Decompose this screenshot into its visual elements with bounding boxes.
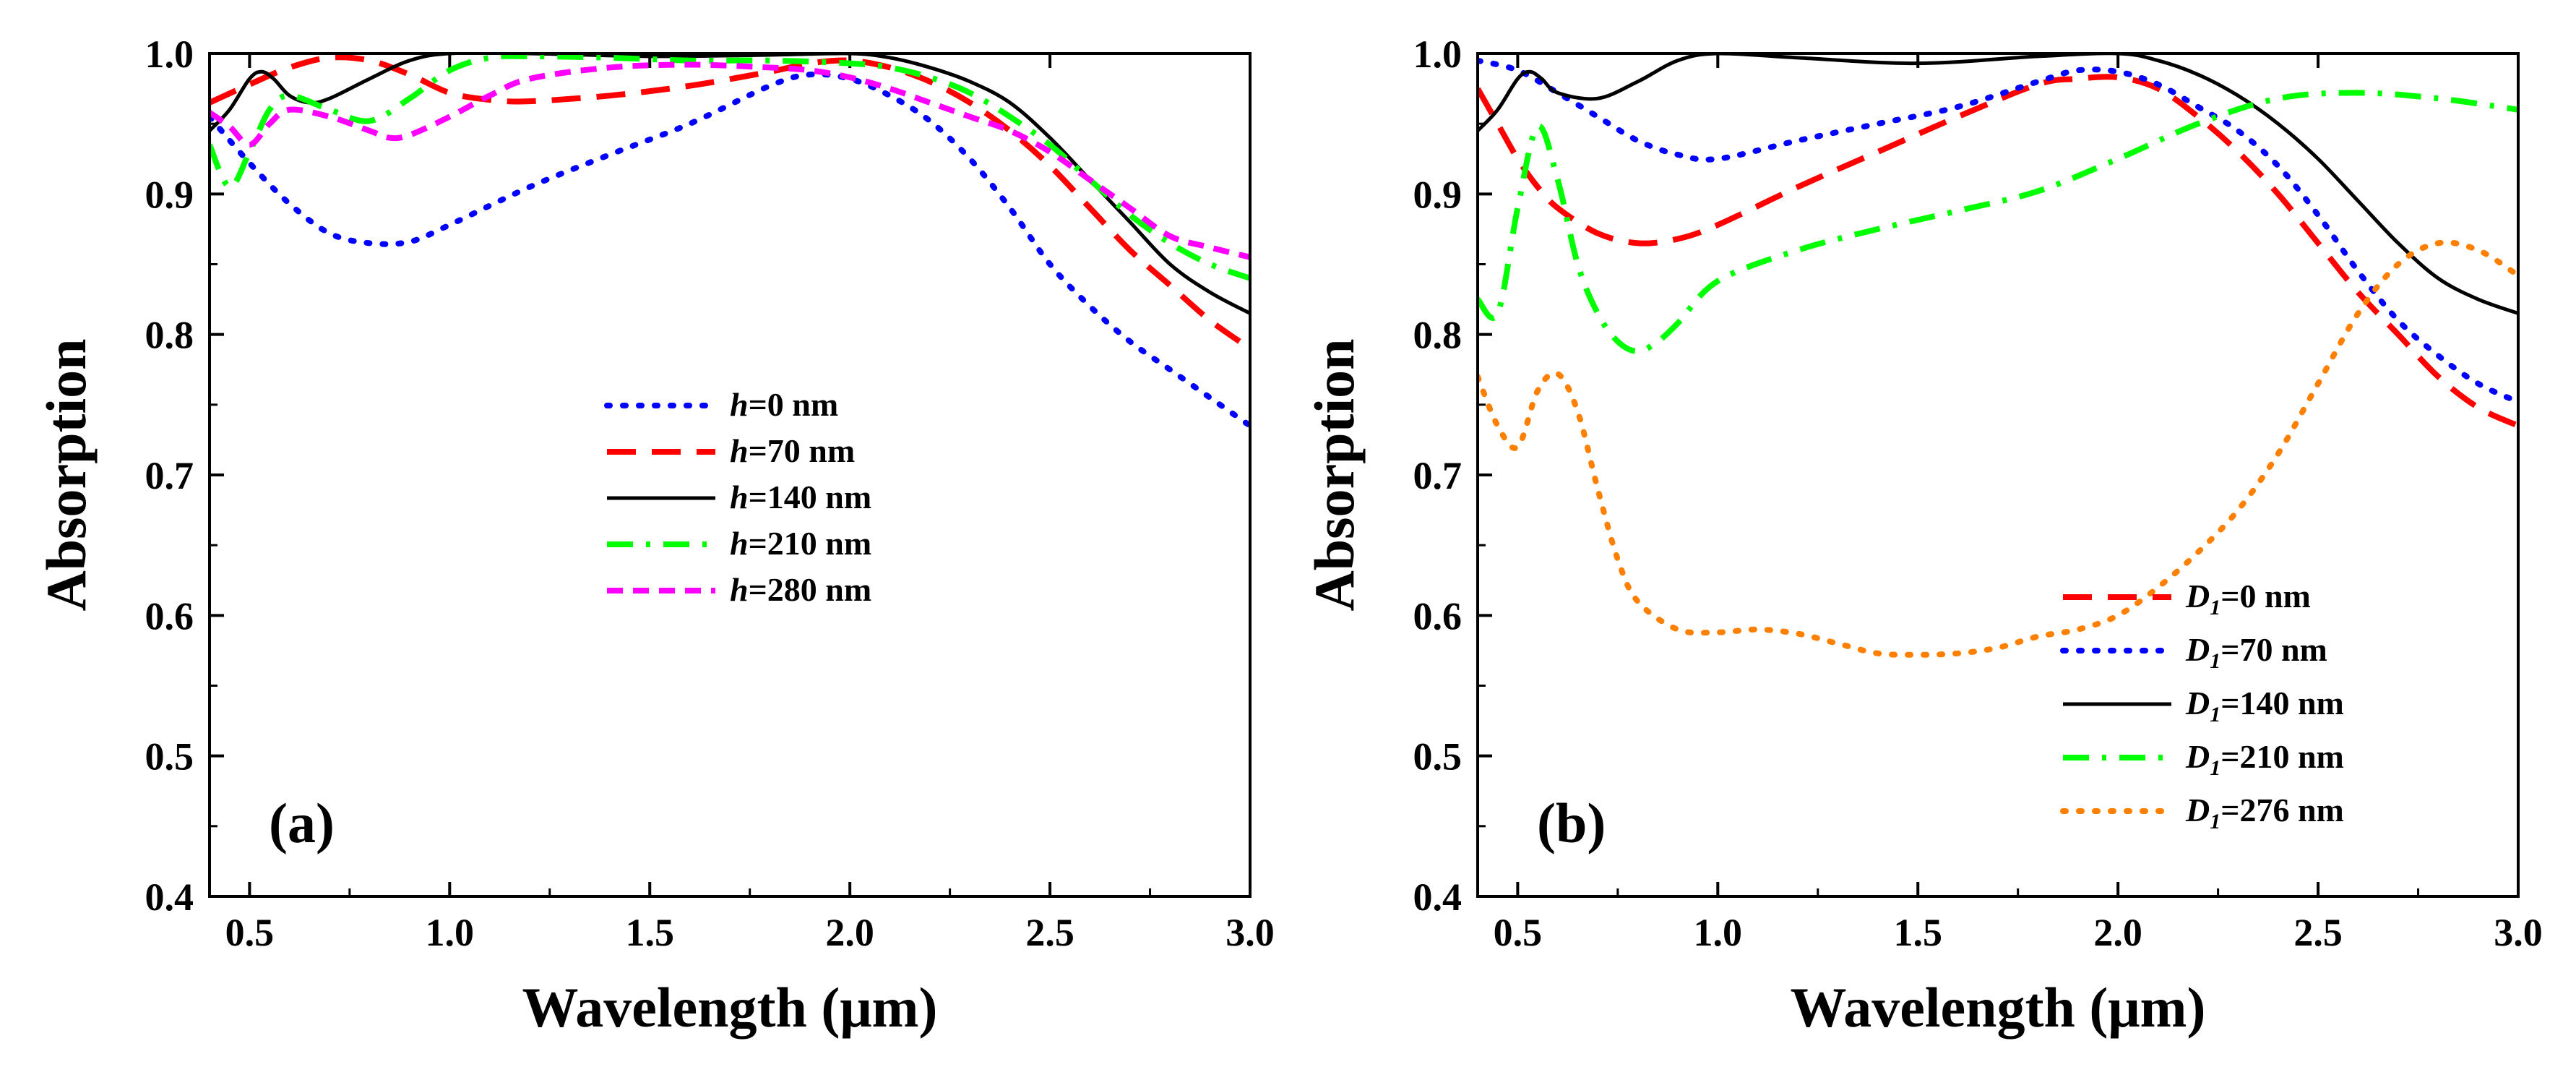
legend-value: =280 nm [749,571,872,608]
panel-b-legend-label-d1-210-nm: D1=210 nm [2185,738,2344,780]
panel-b-series-d1-70-nm [1478,57,2518,405]
panel-b-ytick-label: 0.5 [1413,735,1463,779]
panel-a-legend-label-h-280-nm: h=280 nm [730,571,871,608]
panel-b-xtick-label: 1.5 [1893,911,1942,954]
legend-subscript: 1 [2210,756,2220,780]
panel-a-ylabel: Absorption [35,338,98,611]
panel-b-legend-label-d1-140-nm: D1=140 nm [2185,685,2344,727]
legend-value: =210 nm [2220,738,2344,775]
panel-a-legend: h=0 nmh=70 nmh=140 nmh=210 nmh=280 nm [604,386,871,608]
panel-a-xtick-label: 1.5 [625,911,674,954]
panel-a-gridless-frame: 0.5 1.0 1.5 2.0 2.5 3.0 0.4 0.5 0.6 0.7 0.8 0.9 1.0 [145,33,1275,954]
panel-b-ytick-label: 0.9 [1413,173,1463,216]
panel-b-gridless-frame: 0.5 1.0 1.5 2.0 2.5 3.0 0.4 0.5 0.6 0.7 0.8 0.9 1.0 [1413,33,2543,954]
panel-a-ytick-label: 0.7 [145,454,194,497]
legend-subscript: 1 [2210,649,2220,673]
panel-b-xlabel: Wavelength (μm) [1791,976,2206,1039]
panel-b-series-d1-140-nm [1478,53,2518,315]
panel-a-xtick-label: 1.0 [426,911,475,954]
legend-variable: D [2185,578,2210,614]
legend-value: =140 nm [2220,685,2344,721]
panel-b-ytick-label: 0.6 [1413,594,1463,638]
panel-a-series-h-0-nm [210,71,1250,429]
panel-a-xtick-label: 3.0 [1225,911,1275,954]
panel-a-axes-frame [208,52,1252,898]
panel-b-ytick-label: 0.4 [1413,875,1463,919]
legend-value: =0 nm [2220,578,2311,614]
legend-value: =70 nm [749,432,856,469]
panel-b-xtick-label: 3.0 [2494,911,2543,954]
panel-a-legend-label-h-70-nm: h=70 nm [730,432,855,469]
panel-b-series-d1-210-nm [1478,90,2518,354]
legend-variable: D [2185,792,2210,828]
panel-a-series-h-210-nm [210,53,1250,281]
panel-a-xlabel: Wavelength (μm) [522,976,938,1039]
panel-a-ytick-label: 0.5 [145,735,194,779]
panel-a-legend-label-h-140-nm: h=140 nm [730,479,871,515]
legend-variable: h [730,386,749,423]
panel-b-xtick-label: 1.0 [1694,911,1743,954]
panel-b-legend-label-d1-276-nm: D1=276 nm [2185,792,2344,834]
panel-a-series-h-70-nm [210,54,1250,351]
panel-a-label: (a) [269,792,335,854]
panel-b-ylabel: Absorption [1303,338,1366,611]
panel-b-label: (b) [1537,792,1606,854]
legend-variable: h [730,479,749,515]
legend-variable: D [2185,738,2210,775]
legend-subscript: 1 [2210,810,2220,834]
panel-b-series-d1-276-nm [1478,239,2518,658]
panel-a-xtick-label: 2.0 [825,911,874,954]
panel-b-ytick-label: 0.7 [1413,454,1463,497]
panel-b-plot-area [1478,53,2518,658]
panel-b-legend-label-d1-0-nm: D1=0 nm [2185,578,2311,620]
panel-b-ytick-label: 1.0 [1413,33,1463,76]
legend-value: =140 nm [749,479,872,515]
panel-a-ytick-label: 0.8 [145,314,194,357]
panel-a-xtick-label: 2.5 [1025,911,1074,954]
panel-b-legend-label-d1-70-nm: D1=70 nm [2185,631,2327,673]
legend-variable: h [730,525,749,562]
panel-b-ytick-label: 0.8 [1413,314,1463,357]
panel-a-ytick-label: 1.0 [145,33,194,76]
panel-b-series-d1-0-nm [1478,74,2518,429]
panel-b-xtick-label: 2.5 [2293,911,2343,954]
panel-a-xtick-label: 0.5 [225,911,275,954]
legend-value: =276 nm [2220,792,2344,828]
panel-a: 0.5 1.0 1.5 2.0 2.5 3.00.40.50.60.70.80.91.0 … [35,33,1275,1039]
panel-b: 0.5 1.0 1.5 2.0 2.5 3.00.40.50.60.70.80.91.0 … [1303,33,2543,1039]
panel-b-axes-frame [1476,52,2520,898]
legend-variable: D [2185,685,2210,721]
panel-a-ytick-label: 0.4 [145,875,194,919]
legend-variable: h [730,432,749,469]
legend-subscript: 1 [2210,596,2220,620]
legend-value: =210 nm [749,525,872,562]
legend-value: =70 nm [2220,631,2327,668]
legend-subscript: 1 [2210,703,2220,727]
panel-a-plot-area [210,53,1250,429]
panel-a-legend-label-h-210-nm: h=210 nm [730,525,871,562]
legend-variable: D [2185,631,2210,668]
panel-a-series-h-280-nm [210,61,1250,260]
panel-a-legend-label-h-0-nm: h=0 nm [730,386,838,423]
legend-variable: h [730,571,749,608]
panel-a-ytick-label: 0.6 [145,594,194,638]
panel-a-ytick-label: 0.9 [145,173,194,216]
panel-b-xtick-label: 2.0 [2093,911,2142,954]
legend-value: =0 nm [749,386,839,423]
panel-b-xtick-label: 0.5 [1494,911,1543,954]
